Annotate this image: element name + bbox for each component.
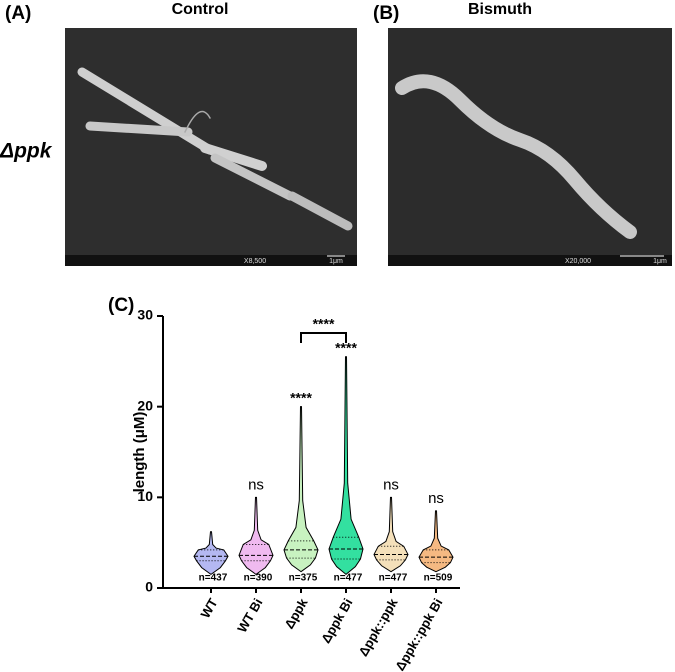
magnification: X20,000	[565, 258, 591, 265]
panel-label: (A)	[5, 3, 31, 24]
row-label: Δppk	[0, 140, 53, 163]
magnification: X8,500	[244, 258, 266, 265]
x-tick-label: Δppk::ppk	[355, 595, 400, 659]
sem-image-a: X8,500 1μm	[65, 28, 357, 266]
scale-bar-label: 1μm	[329, 258, 343, 265]
panel-title: Control	[172, 1, 229, 18]
n-label: n=375	[289, 573, 318, 584]
n-label: n=509	[424, 573, 453, 584]
x-tick-label: WT Bi	[234, 596, 265, 635]
y-axis-label: length (μM)	[131, 412, 148, 493]
n-label: n=477	[334, 573, 363, 584]
y-tick-label: 0	[145, 579, 153, 595]
x-tick-label: Δppk Bi	[318, 596, 356, 646]
significance: ns	[428, 490, 444, 507]
violin	[283, 406, 319, 573]
violin	[373, 496, 409, 573]
x-tick-label: WT	[197, 596, 220, 621]
sem-image-b: X20,000 1μm	[388, 28, 672, 266]
n-label: n=477	[379, 573, 408, 584]
violin	[193, 531, 229, 576]
plot: 0 10 20 30 n=437 WT n=390 ns WT Bi n=375 **** Δppk n…	[137, 307, 454, 672]
violin	[238, 496, 274, 576]
x-tick-label: Δppk::ppk Bi	[392, 596, 445, 672]
y-tick-label: 10	[137, 488, 153, 504]
y-tick-label: 30	[137, 307, 153, 323]
panel-label: (C)	[108, 295, 134, 316]
significance: ns	[248, 476, 264, 493]
violin	[328, 356, 364, 576]
panel-title: Bismuth	[468, 1, 532, 18]
comparison-bracket	[300, 332, 347, 343]
x-tick-label: Δppk	[281, 595, 311, 631]
significance: ns	[383, 476, 399, 493]
significance: ****	[335, 340, 357, 356]
y-tick-label: 20	[137, 397, 153, 413]
n-label: n=390	[244, 573, 273, 584]
violin	[418, 510, 454, 573]
panel-label: (B)	[373, 3, 399, 24]
n-label: n=437	[199, 573, 228, 584]
comparison-label: ****	[313, 316, 335, 332]
significance: ****	[290, 389, 312, 405]
scale-bar-label: 1μm	[653, 258, 667, 265]
